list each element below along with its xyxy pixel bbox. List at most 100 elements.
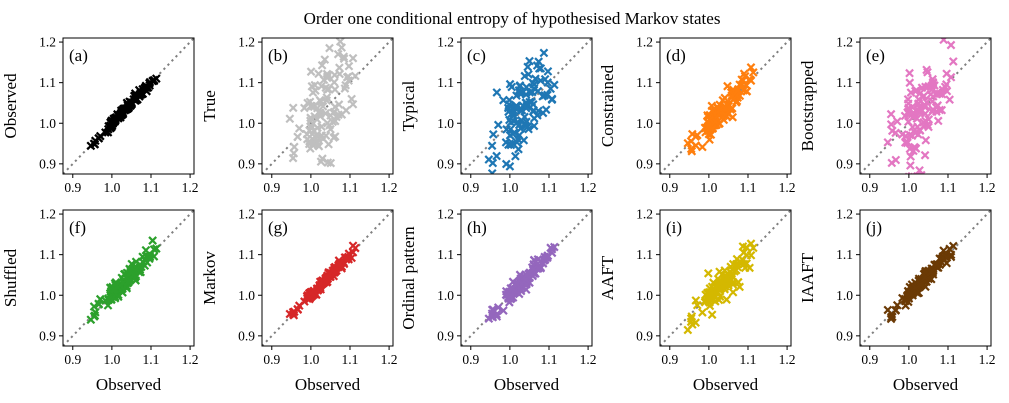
data-point (723, 81, 732, 91)
data-point (739, 248, 749, 258)
panel-e: 0.9 1.0 1.1 1.2 0.9 1.0 1.1 1.2 (e) Bootstrapped (798, 35, 996, 195)
data-point (748, 68, 758, 77)
data-point (330, 70, 340, 80)
data-point (342, 72, 352, 82)
x-tick-label: 1.1 (541, 352, 558, 367)
x-tick-label: 1.0 (900, 352, 917, 367)
x-tick-label: 1.1 (541, 180, 558, 195)
data-point (514, 144, 523, 154)
x-tick-label: 1.2 (779, 352, 796, 367)
data-point (525, 88, 535, 97)
data-point (933, 89, 942, 99)
x-tick-label: 1.0 (103, 352, 120, 367)
y-tick-label: 0.9 (836, 156, 853, 171)
x-tick-label: 1.2 (580, 180, 597, 195)
data-point (912, 114, 922, 123)
data-point (915, 165, 924, 174)
data-point (703, 121, 713, 131)
data-point (892, 300, 902, 310)
plot-frame (261, 209, 394, 347)
data-point (322, 93, 332, 102)
panel-label: (d) (666, 46, 686, 65)
scatter-points (285, 241, 360, 320)
data-point (305, 116, 315, 126)
y-tick-label: 1.2 (238, 207, 255, 222)
panel-b: 0.9 1.0 1.1 1.2 0.9 1.0 1.1 1.2 (b) True (200, 35, 398, 195)
data-point (330, 132, 340, 141)
x-tick-label: 1.0 (302, 352, 319, 367)
x-tick-label: 0.9 (462, 180, 479, 195)
data-point (309, 126, 319, 136)
data-point (350, 71, 360, 81)
x-axis-label: Observed (295, 375, 361, 394)
x-axis-label: Observed (693, 375, 759, 394)
panel-label: (g) (268, 218, 288, 237)
data-point (733, 259, 742, 269)
y-tick-label: 1.2 (836, 207, 853, 222)
data-point (919, 91, 929, 101)
data-point (907, 289, 917, 299)
y-tick-label: 1.0 (238, 288, 255, 303)
data-point (532, 61, 542, 70)
x-tick-label: 1.2 (779, 180, 796, 195)
x-axis-label: Observed (494, 375, 560, 394)
x-axis-label: Observed (893, 375, 959, 394)
data-point (142, 251, 152, 261)
data-point (905, 68, 914, 78)
data-point (488, 158, 498, 168)
data-point (935, 89, 945, 99)
data-point (303, 290, 312, 300)
data-point (335, 63, 344, 73)
data-point (933, 116, 943, 126)
data-point (546, 84, 556, 94)
data-point (540, 252, 550, 262)
data-point (149, 245, 159, 254)
data-point (125, 264, 134, 274)
data-point (329, 77, 339, 87)
plot-frame (659, 37, 792, 175)
y-tick-label: 1.1 (437, 75, 454, 90)
x-tick-label: 1.2 (381, 352, 398, 367)
data-point (337, 43, 347, 52)
y-tick-label: 0.9 (238, 156, 255, 171)
plot-frame (62, 37, 195, 175)
x-tick-label: 1.1 (940, 352, 957, 367)
data-point (910, 86, 920, 96)
reference-line (262, 38, 393, 174)
data-point (520, 112, 529, 122)
x-tick-label: 1.2 (979, 180, 996, 195)
data-point (546, 243, 556, 253)
x-axis-label: Observed (96, 375, 162, 394)
panel-label: (i) (666, 218, 682, 237)
data-point (110, 284, 120, 294)
y-axis-label: Ordinal pattern (399, 226, 418, 330)
data-point (720, 93, 730, 103)
x-tick-label: 1.1 (740, 352, 757, 367)
x-tick-label: 1.0 (302, 180, 319, 195)
y-axis-label: Shuffled (1, 248, 20, 307)
data-point (941, 38, 948, 39)
data-point (726, 262, 736, 272)
data-point (902, 138, 912, 148)
data-point (931, 102, 941, 112)
data-point (95, 294, 105, 304)
data-point (328, 117, 338, 127)
data-point (148, 76, 158, 86)
x-tick-label: 1.2 (182, 180, 199, 195)
data-point (341, 80, 351, 90)
data-point (330, 85, 340, 94)
data-point (335, 38, 345, 46)
data-point (310, 80, 320, 90)
panel-label: (b) (268, 46, 288, 65)
data-point (540, 74, 550, 84)
data-point (323, 158, 333, 167)
data-point (915, 126, 925, 135)
y-tick-label: 1.1 (39, 75, 56, 90)
data-point (326, 124, 335, 134)
data-point (333, 49, 343, 59)
x-tick-label: 1.2 (381, 180, 398, 195)
x-tick-label: 0.9 (64, 180, 81, 195)
data-point (499, 306, 508, 315)
data-point (948, 57, 958, 66)
y-tick-label: 1.0 (636, 288, 653, 303)
